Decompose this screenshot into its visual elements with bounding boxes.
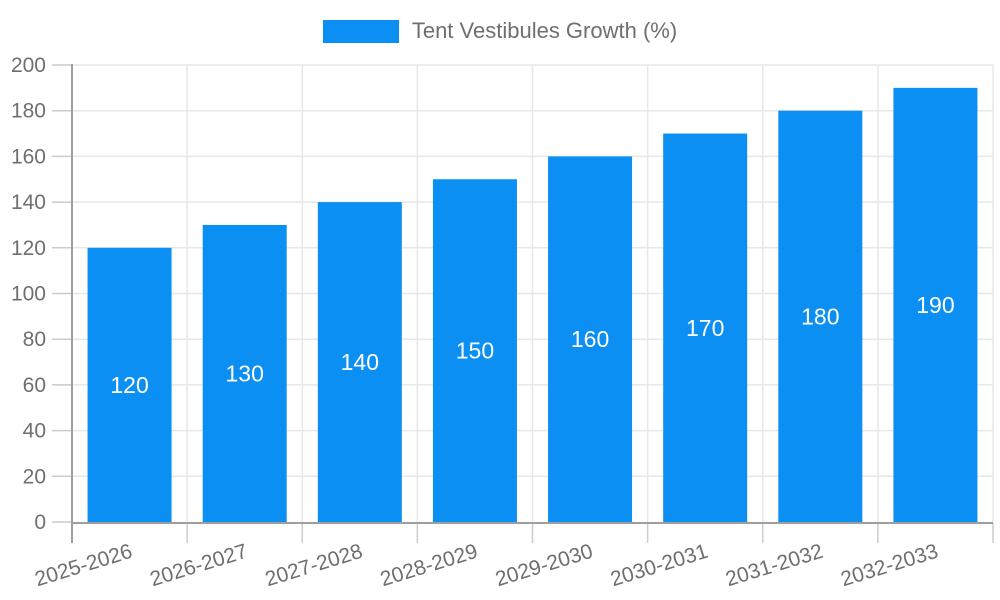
y-axis-tick-label: 140 bbox=[11, 191, 46, 214]
x-axis-category-label: 2027-2028 bbox=[263, 540, 366, 591]
y-axis-tick-label: 180 bbox=[11, 100, 46, 123]
y-axis-tick-label: 0 bbox=[34, 511, 46, 534]
bar-value-label: 130 bbox=[226, 360, 264, 386]
legend-label: Tent Vestibules Growth (%) bbox=[411, 18, 678, 43]
y-axis-tick-label: 60 bbox=[23, 374, 46, 397]
x-axis-category-label: 2032-2033 bbox=[838, 540, 941, 591]
x-axis-category-label: 2031-2032 bbox=[723, 540, 826, 591]
bar-value-label: 180 bbox=[801, 303, 839, 329]
bar[interactable] bbox=[548, 156, 633, 522]
x-axis-category-label: 2029-2030 bbox=[493, 540, 596, 591]
y-axis-tick-label: 20 bbox=[23, 465, 46, 488]
x-axis-category-label: 2026-2027 bbox=[147, 540, 250, 591]
x-axis-category-label: 2030-2031 bbox=[608, 540, 711, 591]
y-axis-tick-label: 40 bbox=[23, 420, 46, 443]
bar-value-label: 160 bbox=[571, 326, 609, 352]
bar-value-label: 150 bbox=[456, 338, 494, 364]
bar-value-label: 170 bbox=[686, 315, 724, 341]
bar-value-label: 190 bbox=[916, 292, 954, 318]
y-axis-tick-label: 80 bbox=[23, 328, 46, 351]
bar[interactable] bbox=[663, 133, 748, 523]
y-axis-tick-label: 200 bbox=[11, 54, 46, 77]
y-axis-tick-label: 120 bbox=[11, 237, 46, 260]
bar[interactable] bbox=[893, 87, 978, 522]
bar-value-label: 120 bbox=[110, 372, 148, 398]
y-axis-tick-label: 100 bbox=[11, 283, 46, 306]
bar[interactable] bbox=[778, 110, 863, 522]
bar-value-label: 140 bbox=[341, 349, 379, 375]
bar[interactable] bbox=[202, 224, 287, 522]
bar[interactable] bbox=[317, 202, 402, 522]
bar[interactable] bbox=[87, 247, 172, 523]
x-axis-category-label: 2025-2026 bbox=[32, 540, 135, 591]
y-axis-tick-label: 160 bbox=[11, 145, 46, 168]
chart-legend[interactable]: Tent Vestibules Growth (%) bbox=[0, 18, 1000, 44]
bar[interactable] bbox=[432, 179, 517, 522]
x-axis-category-label: 2028-2029 bbox=[378, 540, 481, 591]
legend-swatch bbox=[322, 19, 399, 43]
